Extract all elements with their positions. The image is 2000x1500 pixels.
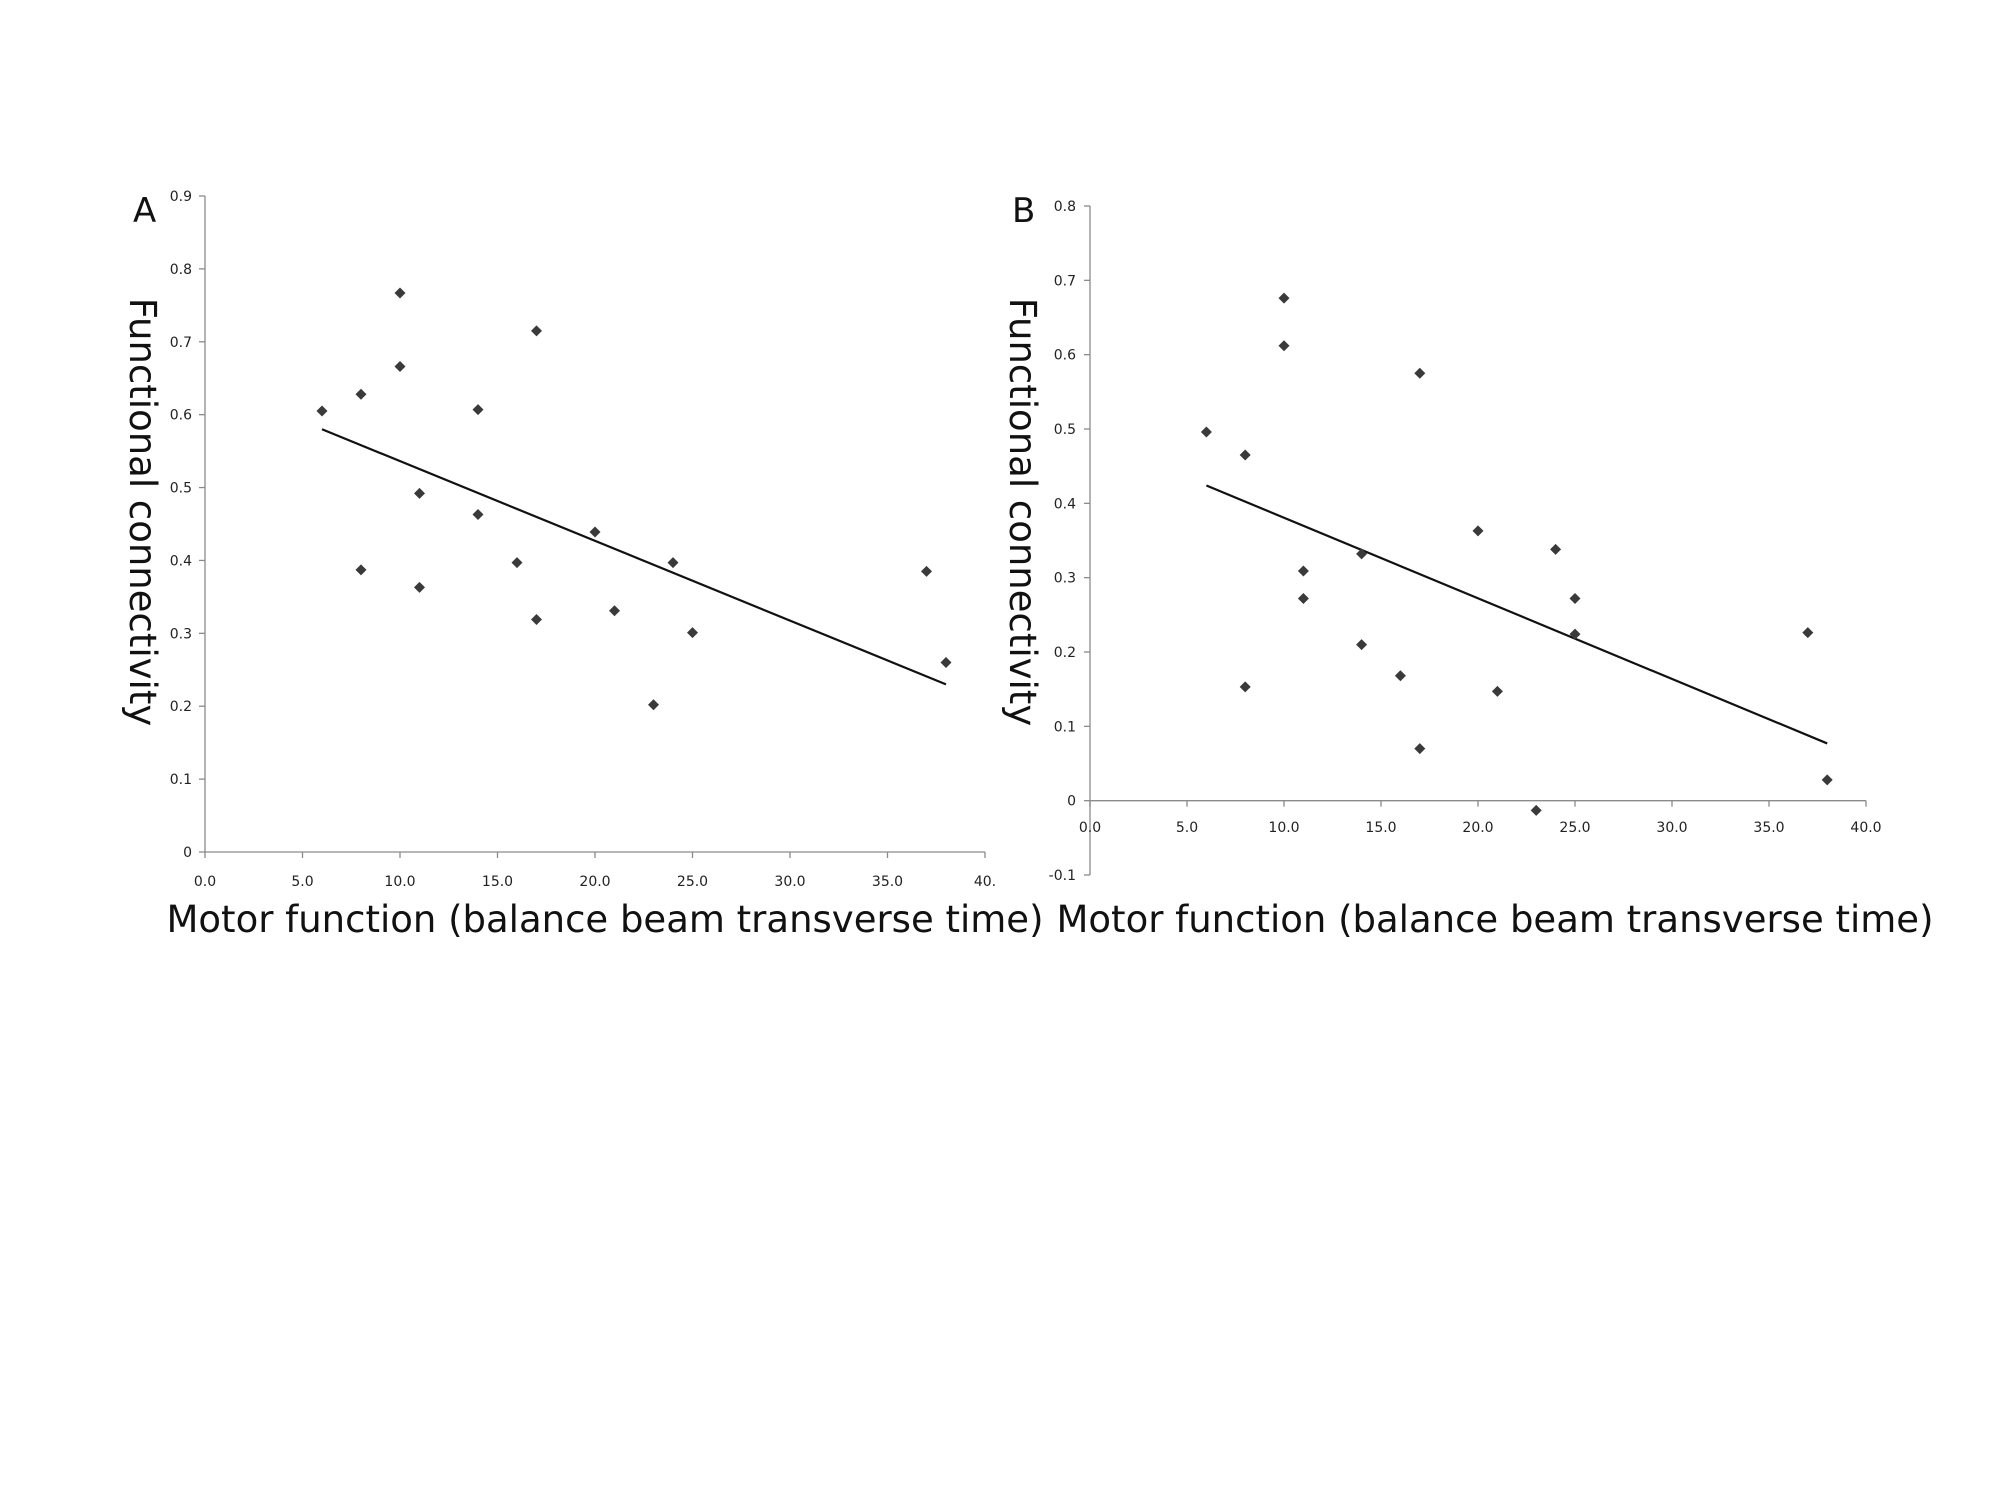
panel-a-data-point — [472, 404, 484, 416]
panel-a-label: A — [133, 191, 156, 231]
panel-a-y-tick-label: 0.4 — [170, 553, 192, 569]
panel-b-data-point — [1394, 670, 1406, 682]
panel-a-data-point — [316, 405, 328, 417]
panel-b-y-tick-label: 0.7 — [1054, 273, 1076, 289]
panel-a-data-point — [355, 564, 367, 576]
panel-a-x-tick-label: 25.0 — [677, 874, 708, 890]
panel-a-data-point — [394, 287, 406, 299]
panel-b-y-tick-label: 0 — [1067, 794, 1076, 810]
panel-a-data-point — [394, 361, 406, 373]
panel-a-data-point — [511, 557, 523, 569]
panel-b-data-point — [1550, 543, 1562, 555]
panel-a-data-point — [648, 699, 659, 711]
panel-a-data-point — [589, 526, 601, 538]
panel-a-x-axis-title: Motor function (balance beam transverse … — [167, 898, 1044, 941]
panel-a-data-point — [609, 605, 620, 617]
panel-b-x-axis-title: Motor function (balance beam transverse … — [1057, 898, 1934, 941]
panel-a-x-tick-label: 0.0 — [194, 874, 216, 890]
panel-b-data-point — [1239, 681, 1251, 693]
panel-b-label: B — [1012, 191, 1035, 231]
panel-b-data-point — [1239, 449, 1251, 461]
panel-b-data-point — [1491, 685, 1503, 697]
panel-a-x-tick-label: 20.0 — [579, 874, 610, 890]
panel-b-data-point — [1278, 292, 1290, 304]
panel-a-y-tick-label: 0.9 — [170, 189, 192, 205]
panel-b-data-point — [1530, 804, 1542, 816]
panel-a-data-point — [531, 613, 542, 625]
panel-b-y-tick-label: 0.4 — [1054, 496, 1076, 512]
panel-a-chart: 0 0.1 0.2 0.3 0.4 0.5 0.6 0.7 0.8 0.9 0.0 5.0 10.0 15… — [121, 189, 1044, 941]
panel-b-x-tick-label: 5.0 — [1176, 820, 1198, 836]
panel-b-y-tick-label: 0.5 — [1054, 422, 1076, 438]
panel-a-trendline — [321, 428, 947, 686]
panel-b-data-point — [1356, 639, 1368, 651]
panel-a-x-tick-label: 30.0 — [774, 874, 805, 890]
panel-b-data-point — [1414, 743, 1426, 755]
panel-a-y-axis-title: Functional connectivity — [121, 298, 164, 726]
panel-a-data-point — [414, 581, 425, 593]
panel-b-data-point — [1356, 548, 1368, 560]
panel-b-x-tick-label: 10.0 — [1268, 820, 1299, 836]
panel-b-x-tick-label: 15.0 — [1365, 820, 1396, 836]
panel-a-data-point — [472, 509, 484, 521]
panel-b-y-tick-label: 0.3 — [1054, 571, 1076, 587]
panel-b-y-tick-label: 0.8 — [1054, 199, 1076, 215]
panel-a-y-tick-label: 0.2 — [170, 699, 192, 715]
panel-b-y-axis-title: Functional connectivity — [1001, 298, 1044, 726]
panel-a-y-tick-label: 0.3 — [170, 626, 192, 642]
panel-b-data-point — [1297, 592, 1309, 604]
panel-a-x-tick-label: 10.0 — [384, 874, 415, 890]
panel-b-chart: -0.1 0 0.1 0.2 0.3 0.4 0.5 0.6 0.7 0.8 0.0 5.0 10.0 1… — [1001, 191, 1934, 941]
panel-b-data-point — [1414, 367, 1426, 379]
panel-b-data-point — [1569, 592, 1581, 604]
panel-b-data-point — [1821, 774, 1833, 786]
panel-a-data-point — [355, 388, 367, 400]
panel-a-y-tick-label: 0 — [183, 845, 192, 861]
panel-a-data-point — [414, 487, 425, 499]
panel-a-y-tick-label: 0.7 — [170, 335, 192, 351]
panel-b-data-point — [1297, 565, 1309, 577]
panel-b-y-tick-label: -0.1 — [1049, 868, 1076, 884]
panel-a-x-tick-label: 5.0 — [291, 874, 313, 890]
panel-b-y-tick-label: 0.1 — [1054, 719, 1076, 735]
panel-b-data-point — [1278, 340, 1290, 352]
panel-b-data-point — [1802, 627, 1814, 639]
panel-b-x-tick-label: 0.0 — [1079, 820, 1101, 836]
panel-a-y-tick-label: 0.8 — [170, 262, 192, 278]
panel-a-x-tick-label: 35.0 — [872, 874, 903, 890]
panel-b-x-tick-label: 40.0 — [1850, 820, 1881, 836]
panel-a-y-tick-label: 0.5 — [170, 481, 192, 497]
panel-a-y-tick-label: 0.1 — [170, 772, 192, 788]
panel-a-data-point — [687, 627, 698, 639]
panel-b-data-point — [1569, 628, 1581, 640]
panel-b-x-tick-label: 30.0 — [1656, 820, 1687, 836]
panel-a-data-point — [921, 565, 932, 577]
panel-a-y-tick-label: 0.6 — [170, 408, 192, 424]
panel-b-x-tick-label: 20.0 — [1462, 820, 1493, 836]
panel-b-x-tick-label: 25.0 — [1559, 820, 1590, 836]
panel-b-data-point — [1472, 525, 1484, 537]
panel-b-trendline — [1205, 484, 1828, 745]
panel-b-x-tick-label: 35.0 — [1753, 820, 1784, 836]
panel-a-data-point — [667, 557, 679, 569]
panel-a-data-point — [531, 325, 542, 337]
panel-a-data-point — [940, 656, 952, 668]
panel-b-y-tick-label: 0.6 — [1054, 348, 1076, 364]
panel-b-y-tick-label: 0.2 — [1054, 645, 1076, 661]
panel-a-x-tick-label: 40. — [974, 874, 996, 890]
panel-a-x-tick-label: 15.0 — [482, 874, 513, 890]
panel-b-data-point — [1200, 426, 1212, 438]
